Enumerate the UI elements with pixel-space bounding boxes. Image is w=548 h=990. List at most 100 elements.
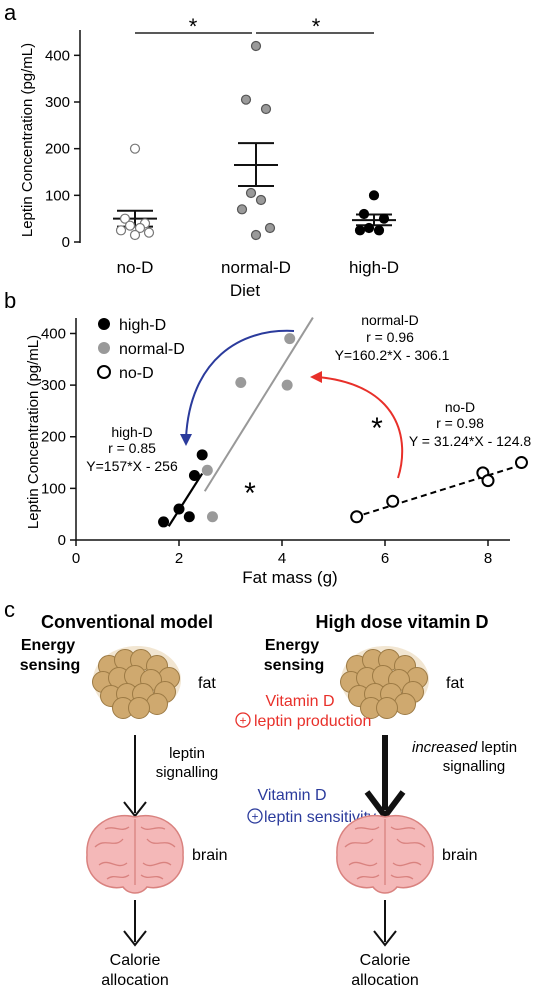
panel-a-label: a xyxy=(4,0,17,25)
blue-plus-icon xyxy=(247,808,263,824)
point-normal-D xyxy=(235,377,247,389)
panel-a-marks xyxy=(113,40,396,241)
panel-a-x-tick-label: high-D xyxy=(349,258,399,277)
legend-label-no-d: no-D xyxy=(119,365,154,382)
panel-b-y-tick-label: 400 xyxy=(41,325,66,342)
blue-plus-glyph: + xyxy=(251,810,258,824)
fat-cell xyxy=(376,697,398,719)
point-normal-D xyxy=(206,511,218,523)
annot-normal-title: normal-D xyxy=(361,312,419,328)
legend-label-high-d: high-D xyxy=(119,317,166,334)
panel-b-ticks: 0 2 4 6 8 0 100 200 300 400 xyxy=(41,325,492,567)
panel-b-ylabel: Leptin Concentration (pg/mL) xyxy=(25,335,42,529)
point-no-D xyxy=(514,456,528,470)
brain-fold xyxy=(140,826,166,830)
brain-fold xyxy=(98,861,128,867)
blue-curved-arrow xyxy=(185,329,295,439)
legend-label-normal-d: normal-D xyxy=(119,341,185,358)
annot-normal-r: r = 0.96 xyxy=(366,329,414,345)
right-signal-2: signalling xyxy=(443,758,506,775)
annot-no-eq: Y = 31.24*X - 124.8 xyxy=(409,433,532,449)
red-curved-arrow xyxy=(317,376,404,479)
data-point xyxy=(129,143,141,154)
brain-fold xyxy=(142,861,172,867)
brain-fold xyxy=(104,826,130,830)
right-title: High dose vitamin D xyxy=(315,612,488,632)
panel-b-y-tick-label: 200 xyxy=(41,429,66,446)
fat-cell xyxy=(146,693,168,715)
data-point xyxy=(250,229,262,241)
fat-cell xyxy=(394,693,416,715)
fit-line-high-D xyxy=(167,472,204,527)
data-point xyxy=(358,208,370,220)
data-point xyxy=(363,222,375,234)
brain-fold xyxy=(348,861,378,867)
right-fat-label: fat xyxy=(446,675,464,692)
panel-b-x-tick-label: 4 xyxy=(278,550,286,567)
panel-a-y-tick-label: 200 xyxy=(45,141,70,158)
fat-cell xyxy=(128,697,150,719)
fit-line-normal-D xyxy=(203,317,314,492)
blue-arrowhead xyxy=(180,434,192,446)
left-fat-label: fat xyxy=(198,675,216,692)
panel-a-x-tick-label: normal-D xyxy=(221,258,291,277)
left-allocation: allocation xyxy=(101,972,169,989)
panel-b-x-tick-label: 6 xyxy=(381,550,389,567)
panel-b-y-tick-label: 100 xyxy=(41,480,66,497)
brain-fold xyxy=(94,838,124,848)
data-point xyxy=(368,190,380,201)
panel-b-fit-lines xyxy=(167,317,525,527)
right-signal-italic: increased xyxy=(412,739,478,756)
data-point xyxy=(143,227,155,238)
legend-marker-high-d xyxy=(98,318,110,330)
data-point xyxy=(240,94,252,105)
right-vitd-blue: Vitamin D xyxy=(257,787,326,804)
red-plus-glyph: + xyxy=(239,714,246,728)
panel-a-y-tick-label: 100 xyxy=(45,187,70,204)
annot-no-title: no-D xyxy=(445,399,475,415)
panel-b-x-tick-label: 0 xyxy=(72,550,80,567)
sig-star-left: * xyxy=(189,14,198,39)
panel-b-star-right: * xyxy=(371,412,383,445)
left-energy: Energy xyxy=(21,637,75,654)
point-normal-D xyxy=(281,379,293,391)
brain-fold xyxy=(390,874,414,880)
panel-a: a Leptin Concentration (pg/mL) 0 100 200 30… xyxy=(4,0,399,300)
left-sensing: sensing xyxy=(20,657,80,674)
panel-b-y-tick-label: 0 xyxy=(58,532,66,549)
left-arrowhead-1 xyxy=(123,801,147,818)
panel-b-xlabel: Fat mass (g) xyxy=(242,568,337,587)
right-signal-1: increased leptin xyxy=(412,739,517,756)
panel-c: c Conventional model Energy sensing fat … xyxy=(4,597,517,989)
data-point xyxy=(115,225,127,236)
brain-fold xyxy=(396,838,426,848)
right-brain-icon xyxy=(336,815,434,894)
panel-a-y-tick-label: 0 xyxy=(62,234,70,251)
panel-a-x-tick-label: no-D xyxy=(117,258,154,277)
point-normal-D xyxy=(284,333,296,345)
left-arrowhead-2 xyxy=(123,930,147,947)
annot-no-r: r = 0.98 xyxy=(436,415,484,431)
panel-b-legend: high-D normal-D no-D xyxy=(97,317,185,382)
left-brain-label: brain xyxy=(192,847,228,864)
red-arrowhead xyxy=(310,371,322,383)
annot-normal-eq: Y=160.2*X - 306.1 xyxy=(335,347,450,363)
panel-a-x-tick-labels: no-D normal-D high-D xyxy=(117,258,399,277)
brain-fold xyxy=(354,826,380,830)
panel-a-ylabel: Leptin Concentration (pg/mL) xyxy=(19,43,36,237)
right-fat-icon xyxy=(340,646,429,719)
annot-high-r: r = 0.85 xyxy=(108,440,156,456)
right-leptin-sensitivity: leptin sensitivity xyxy=(264,809,376,826)
legend-marker-normal-d xyxy=(98,342,110,354)
data-point xyxy=(260,103,272,115)
point-high-D xyxy=(188,469,200,481)
panel-b-label: b xyxy=(4,288,16,313)
panel-b-points xyxy=(158,333,528,528)
panel-b-x-tick-label: 2 xyxy=(175,550,183,567)
red-plus-icon xyxy=(235,712,251,728)
panel-c-label: c xyxy=(4,597,15,622)
brain-fold xyxy=(106,874,130,880)
point-normal-D xyxy=(201,464,213,476)
brain-fold xyxy=(390,826,416,830)
